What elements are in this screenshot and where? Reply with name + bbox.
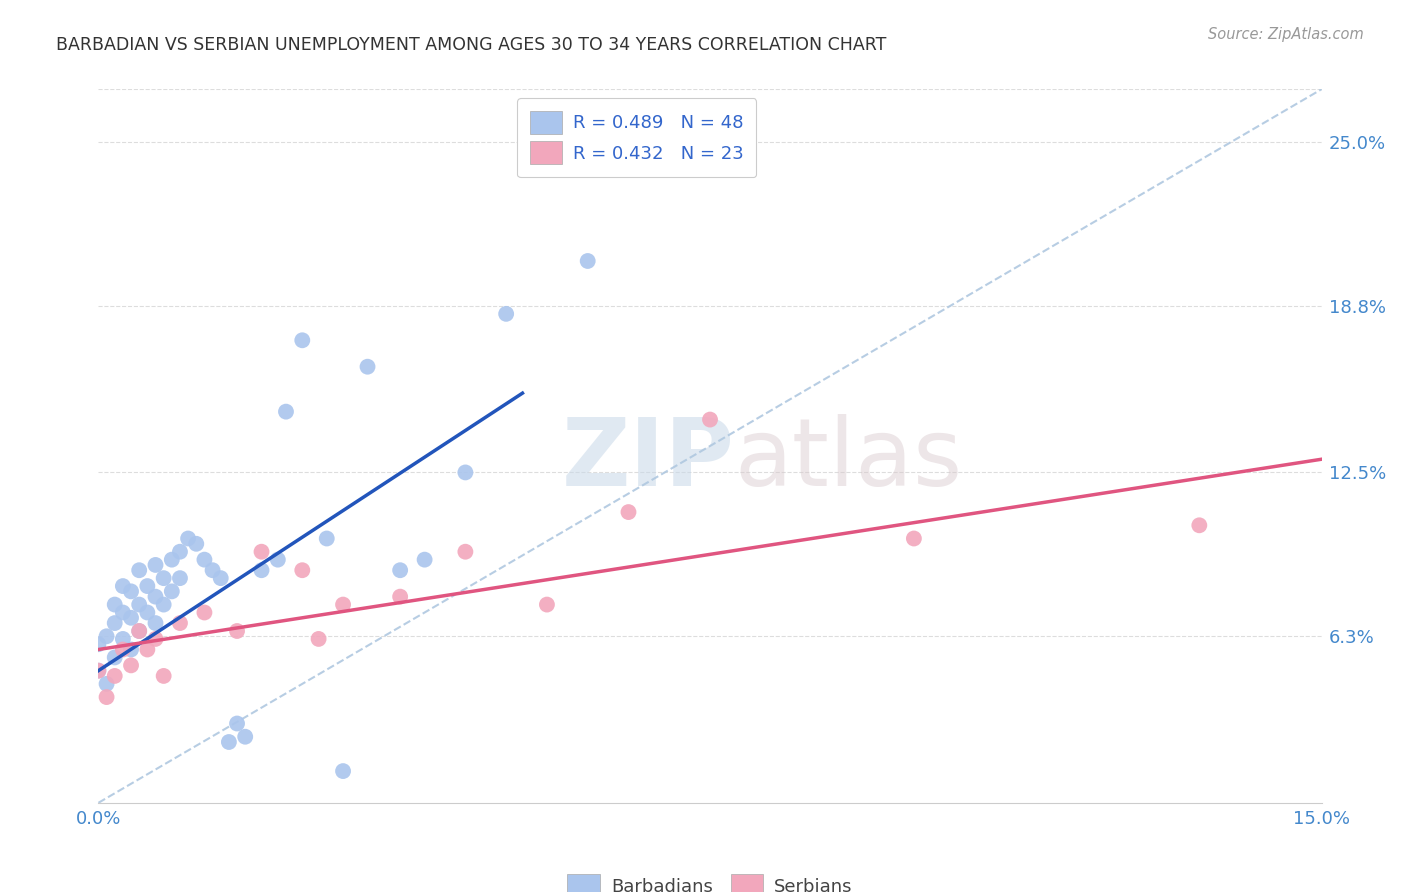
Point — [96, 677, 118, 691]
Point — [104, 598, 127, 612]
Point — [104, 650, 127, 665]
Point — [332, 764, 354, 778]
Point — [291, 333, 314, 347]
Point — [152, 598, 174, 612]
Point — [389, 563, 412, 577]
Point — [87, 637, 110, 651]
Point — [128, 624, 150, 638]
Point — [145, 632, 167, 646]
Point — [233, 730, 256, 744]
Point — [111, 642, 134, 657]
Point — [903, 532, 925, 546]
Point — [120, 584, 142, 599]
Point — [576, 254, 599, 268]
Point — [218, 735, 240, 749]
Point — [111, 579, 134, 593]
Point — [128, 563, 150, 577]
Point — [96, 629, 118, 643]
Point — [136, 579, 159, 593]
Point — [250, 563, 273, 577]
Point — [332, 598, 354, 612]
Point — [250, 545, 273, 559]
Point — [617, 505, 640, 519]
Point — [145, 590, 167, 604]
Point — [193, 606, 215, 620]
Point — [226, 624, 249, 638]
Point — [145, 616, 167, 631]
Point — [145, 558, 167, 572]
Point — [128, 624, 150, 638]
Point — [699, 412, 721, 426]
Point — [120, 658, 142, 673]
Point — [87, 664, 110, 678]
Point — [104, 616, 127, 631]
Point — [389, 590, 412, 604]
Point — [413, 552, 436, 566]
Point — [209, 571, 232, 585]
Point — [152, 669, 174, 683]
Point — [160, 552, 183, 566]
Point — [193, 552, 215, 566]
Point — [536, 598, 558, 612]
Point — [291, 563, 314, 577]
Point — [136, 642, 159, 657]
Legend: Barbadians, Serbians: Barbadians, Serbians — [555, 862, 865, 892]
Point — [1188, 518, 1211, 533]
Point — [495, 307, 517, 321]
Point — [96, 690, 118, 704]
Text: atlas: atlas — [734, 414, 963, 507]
Point — [152, 571, 174, 585]
Point — [177, 532, 200, 546]
Point — [658, 121, 681, 136]
Point — [160, 584, 183, 599]
Point — [356, 359, 378, 374]
Point — [136, 606, 159, 620]
Point — [169, 616, 191, 631]
Point — [186, 537, 208, 551]
Text: BARBADIAN VS SERBIAN UNEMPLOYMENT AMONG AGES 30 TO 34 YEARS CORRELATION CHART: BARBADIAN VS SERBIAN UNEMPLOYMENT AMONG … — [56, 36, 887, 54]
Point — [128, 598, 150, 612]
Point — [87, 664, 110, 678]
Point — [267, 552, 290, 566]
Point — [111, 632, 134, 646]
Point — [454, 466, 477, 480]
Point — [169, 571, 191, 585]
Point — [104, 669, 127, 683]
Point — [120, 642, 142, 657]
Point — [274, 404, 297, 418]
Point — [169, 545, 191, 559]
Point — [454, 545, 477, 559]
Point — [120, 611, 142, 625]
Point — [308, 632, 330, 646]
Point — [111, 606, 134, 620]
Point — [201, 563, 224, 577]
Text: Source: ZipAtlas.com: Source: ZipAtlas.com — [1208, 27, 1364, 42]
Point — [315, 532, 337, 546]
Text: ZIP: ZIP — [561, 414, 734, 507]
Point — [226, 716, 249, 731]
